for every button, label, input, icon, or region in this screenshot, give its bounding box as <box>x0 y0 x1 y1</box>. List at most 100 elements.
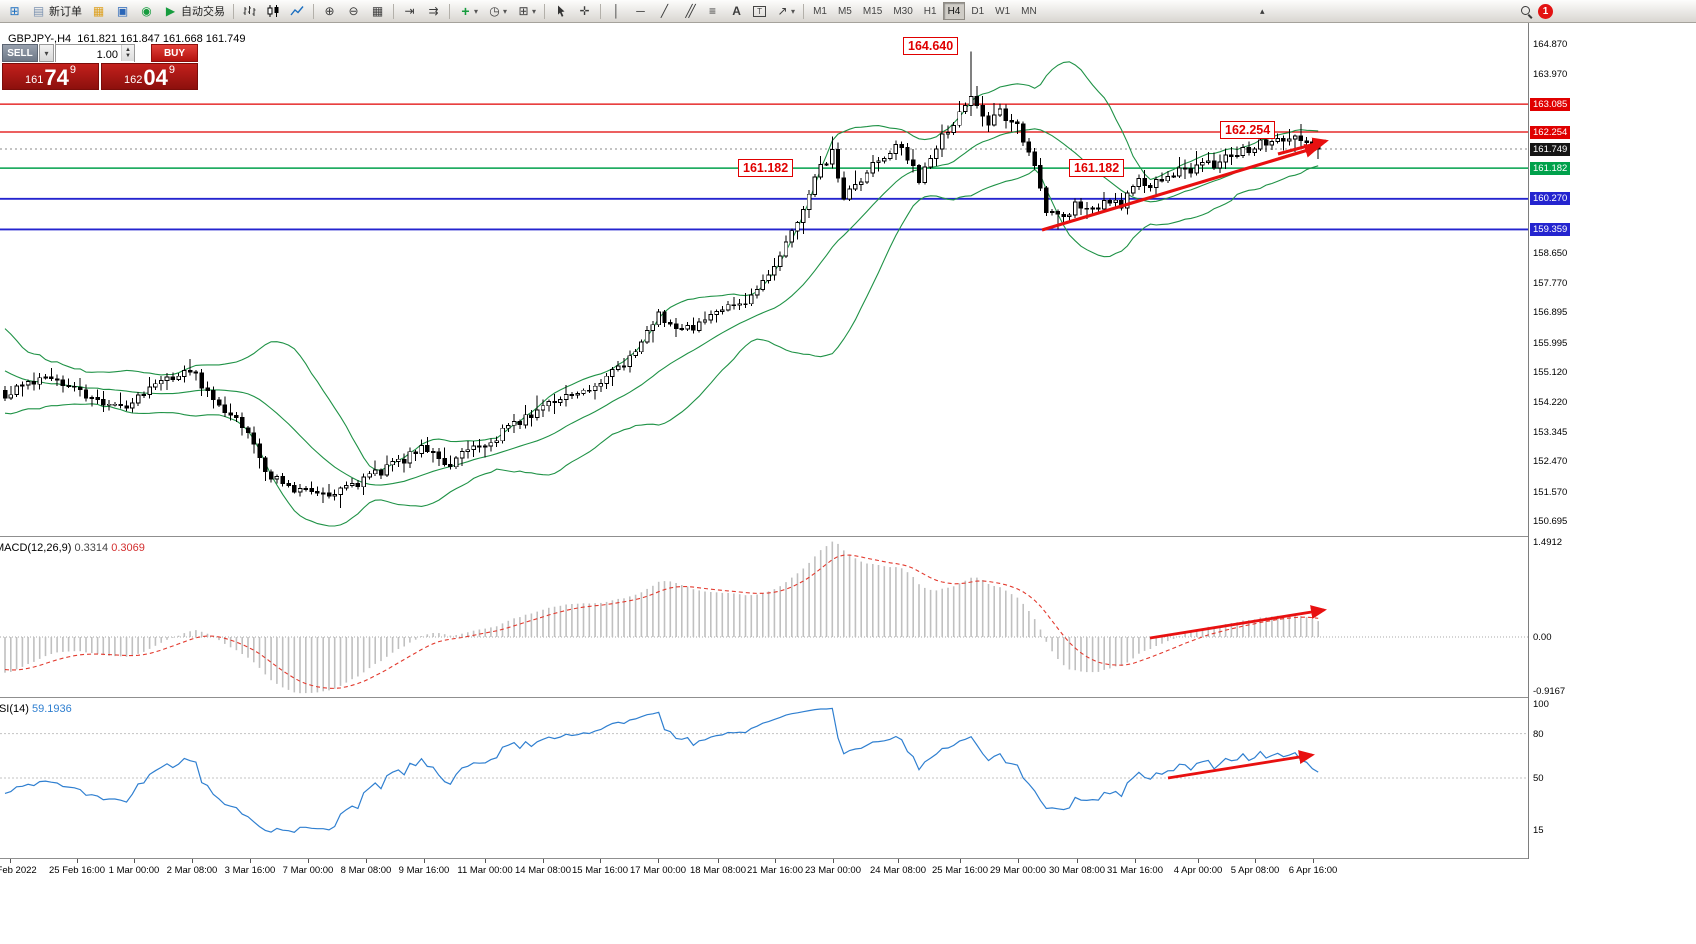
horizontal-line-button[interactable]: ─ <box>629 1 652 21</box>
chart-shift-icon: ⇥ <box>404 4 415 18</box>
time-tick <box>600 859 601 863</box>
tab-timeframe-w1[interactable]: W1 <box>990 2 1015 20</box>
tile-windows-button[interactable]: ▦ <box>366 1 389 21</box>
current-price-chip: 161.749 <box>1530 142 1571 156</box>
price-axis-label: 163.970 <box>1533 69 1568 81</box>
tab-timeframe-m5[interactable]: M5 <box>833 2 857 20</box>
trendline-button[interactable]: ╱ <box>653 1 676 21</box>
periods-button[interactable]: ◷ ▾ <box>483 1 511 21</box>
time-axis-label: 24 Mar 08:00 <box>870 865 926 876</box>
new-chart-icon: ⊞ <box>9 4 20 18</box>
search-button[interactable] <box>1516 1 1537 21</box>
price-annotation[interactable]: 161.182 <box>738 159 794 177</box>
macd-axis-label: 0.00 <box>1533 632 1552 643</box>
new-chart-button[interactable]: ⊞ <box>3 1 26 21</box>
trend-arrow <box>1167 750 1315 780</box>
time-tick <box>543 859 544 863</box>
tab-timeframe-m30[interactable]: M30 <box>888 2 917 20</box>
auto-scroll-button[interactable]: ⇉ <box>422 1 445 21</box>
toolbar-overflow-button[interactable]: ▴ <box>1251 1 1274 21</box>
text-label-button[interactable]: T <box>749 1 770 21</box>
tab-timeframe-m15[interactable]: M15 <box>858 2 887 20</box>
zoom-in-button[interactable]: ⊕ <box>318 1 341 21</box>
charts-button[interactable]: ▣ <box>111 1 134 21</box>
notification-badge[interactable]: 1 <box>1538 3 1553 19</box>
time-tick <box>1018 859 1019 863</box>
buy-button[interactable]: BUY <box>151 44 198 62</box>
indicators-button[interactable]: + ▾ <box>454 1 482 21</box>
volume-preset-caret[interactable]: ▾ <box>39 44 54 62</box>
candlestick-chart-icon <box>266 4 281 19</box>
time-axis-label: 29 Mar 00:00 <box>990 865 1046 876</box>
candlestick-chart-button[interactable] <box>262 1 285 21</box>
macd-canvas[interactable] <box>0 537 1528 697</box>
shapes-button[interactable]: ↗ ▾ <box>771 1 799 21</box>
panel-divider[interactable] <box>0 536 1696 537</box>
volume-stepper[interactable]: ▲ ▼ <box>121 45 134 61</box>
one-click-trading-widget: SELL ▾ ▲▼ BUY 161 74 9 162 04 9 <box>2 44 198 90</box>
price-axis[interactable]: 164.870 163.970 158.650 157.770 156.895 155.9… <box>1528 23 1696 859</box>
tab-timeframe-h4[interactable]: H4 <box>942 2 966 20</box>
vertical-line-button[interactable]: │ <box>605 1 628 21</box>
price-annotation[interactable]: 161.182 <box>1069 159 1125 177</box>
crosshair-icon: ✛ <box>579 4 590 18</box>
rsi-name: RSI(14) <box>0 703 29 715</box>
main-chart-canvas[interactable] <box>0 23 1528 536</box>
profiles-button[interactable]: ▦ <box>87 1 110 21</box>
time-axis-label: 25 Mar 16:00 <box>932 865 988 876</box>
cursor-icon <box>553 4 568 19</box>
navigator-button[interactable]: ◉ <box>135 1 158 21</box>
panel-divider[interactable] <box>0 858 1696 859</box>
time-axis-label: 3 Mar 16:00 <box>224 865 276 876</box>
rsi-canvas[interactable] <box>0 698 1528 858</box>
fibonacci-icon: ≡ <box>709 4 717 18</box>
time-axis-label: 31 Mar 16:00 <box>1107 865 1163 876</box>
text-tool-button[interactable]: A <box>725 1 748 21</box>
text-label-icon: T <box>753 5 767 17</box>
time-axis-label: 18 Mar 08:00 <box>690 865 746 876</box>
bid-prefix: 161 <box>25 74 44 86</box>
ask-price-panel[interactable]: 162 04 9 <box>101 63 198 90</box>
time-axis-label: 1 Mar 00:00 <box>108 865 160 876</box>
auto-trading-button[interactable]: ▶ 自动交易 <box>159 1 229 21</box>
macd-signal-line <box>4 554 1319 689</box>
zoom-out-button[interactable]: ⊖ <box>342 1 365 21</box>
chevron-down-icon: ▾ <box>474 6 479 16</box>
tab-timeframe-h1[interactable]: H1 <box>919 2 942 20</box>
tab-timeframe-m1[interactable]: M1 <box>808 2 832 20</box>
new-order-button[interactable]: ▤ 新订单 <box>27 1 86 21</box>
price-annotation[interactable]: 162.254 <box>1220 121 1276 139</box>
sell-button[interactable]: SELL <box>2 44 38 62</box>
macd-value-main: 0.3314 <box>74 542 109 554</box>
time-axis[interactable]: 24 Feb 2022 25 Feb 16:001 Mar 00:00 2 Mar … <box>0 859 1696 884</box>
templates-button[interactable]: ⊞ ▾ <box>512 1 540 21</box>
line-chart-button[interactable] <box>286 1 309 21</box>
time-tick <box>308 859 309 863</box>
tab-timeframe-d1[interactable]: D1 <box>966 2 989 20</box>
horizontal-line-icon: ─ <box>636 4 645 18</box>
volume-input[interactable] <box>56 47 134 63</box>
channel-button[interactable]: ╱╱ <box>677 1 700 21</box>
zoom-in-icon: ⊕ <box>324 4 335 18</box>
channel-icon: ╱╱ <box>685 4 695 18</box>
chart-shift-button[interactable]: ⇥ <box>398 1 421 21</box>
play-icon: ▶ <box>165 4 176 18</box>
tab-timeframe-mn[interactable]: MN <box>1016 2 1042 20</box>
cursor-button[interactable] <box>549 1 572 21</box>
time-axis-label: 4 Apr 00:00 <box>1173 865 1223 876</box>
bar-chart-button[interactable] <box>238 1 261 21</box>
rsi-axis-label: 50 <box>1533 773 1544 784</box>
time-axis-label: 25 Feb 16:00 <box>49 865 105 876</box>
bid-price-panel[interactable]: 161 74 9 <box>2 63 99 90</box>
crosshair-button[interactable]: ✛ <box>573 1 596 21</box>
time-axis-label: 7 Mar 00:00 <box>282 865 334 876</box>
toolbar-separator <box>449 3 450 19</box>
macd-histogram <box>4 541 1319 694</box>
auto-scroll-icon: ⇉ <box>428 4 439 18</box>
price-annotation[interactable]: 164.640 <box>903 37 959 55</box>
panel-divider[interactable] <box>0 697 1696 698</box>
fibonacci-button[interactable]: ≡ <box>701 1 724 21</box>
time-tick <box>1313 859 1314 863</box>
bid-pip-digit: 9 <box>69 64 76 76</box>
